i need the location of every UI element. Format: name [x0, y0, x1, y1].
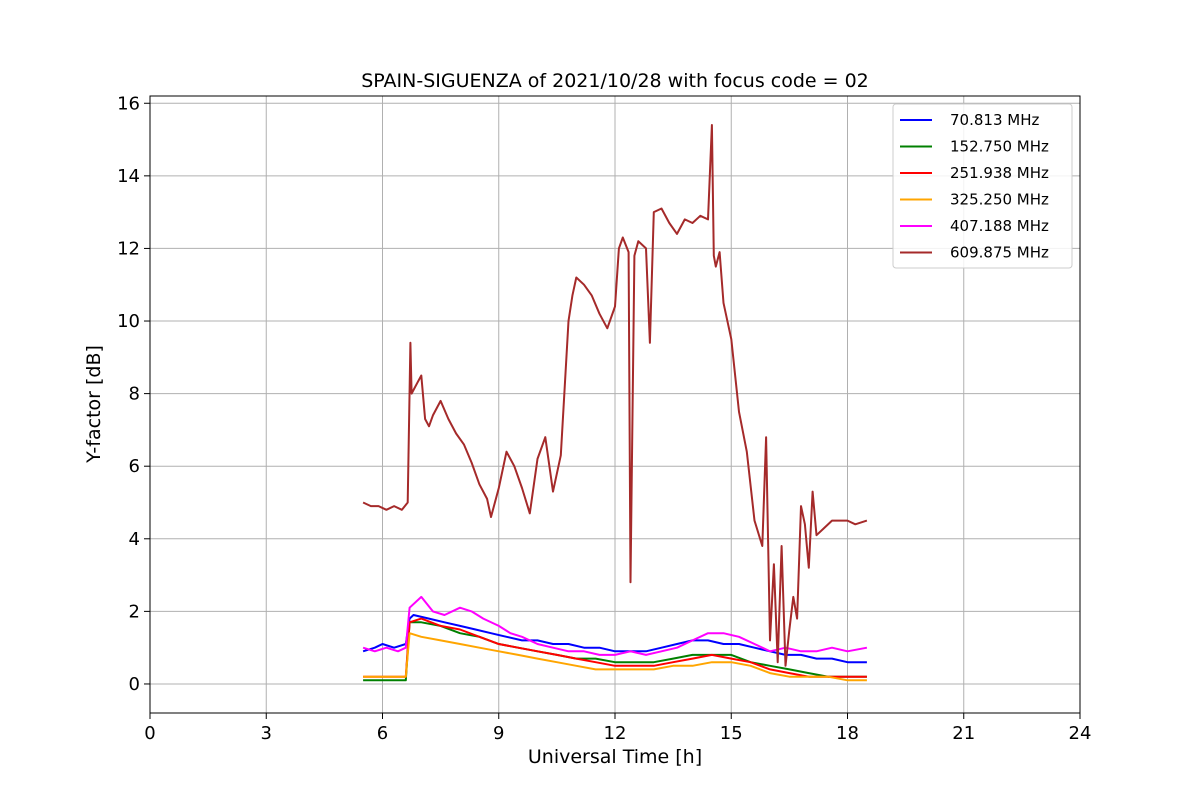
x-axis-label: Universal Time [h]	[528, 746, 702, 768]
x-tick-label: 18	[836, 723, 859, 744]
series-line-4	[362, 595, 868, 656]
grid-layer	[149, 96, 1081, 713]
x-tick-label: 15	[720, 723, 743, 744]
y-tick-label: 10	[117, 311, 140, 332]
legend-label-4: 407.188 MHz	[950, 217, 1049, 235]
legend-label-5: 609.875 MHz	[950, 244, 1049, 262]
series-line-3	[363, 632, 867, 682]
x-tick-label: 9	[493, 723, 504, 744]
series-line-5	[362, 124, 868, 667]
series-line-0	[362, 614, 867, 664]
y-tick-label: 12	[117, 238, 140, 259]
y-tick-label: 8	[129, 384, 140, 405]
legend: 70.813 MHz 152.750 MHz 251.938 MHz 325.250 …	[892, 103, 1073, 269]
x-tick-label: 21	[952, 723, 975, 744]
y-tick-label: 16	[117, 93, 140, 114]
legend-label-2: 251.938 MHz	[950, 164, 1049, 182]
series-line-1	[363, 621, 867, 682]
y-tick-label: 6	[129, 456, 140, 477]
x-tick-label: 12	[604, 723, 627, 744]
x-tick-label: 3	[261, 723, 272, 744]
series-line-2	[363, 617, 867, 678]
x-tick-label: 6	[377, 723, 388, 744]
x-tick-label: 0	[144, 723, 155, 744]
y-tick-label: 0	[129, 674, 140, 695]
x-tick-label: 24	[1069, 723, 1092, 744]
legend-label-1: 152.750 MHz	[950, 138, 1049, 156]
chart-title: SPAIN-SIGUENZA of 2021/10/28 with focus …	[361, 70, 869, 92]
y-tick-label: 4	[129, 529, 140, 550]
y-tick-label: 14	[117, 166, 140, 187]
legend-label-0: 70.813 MHz	[950, 111, 1039, 129]
legend-label-3: 325.250 MHz	[950, 191, 1049, 209]
y-tick-label: 2	[129, 601, 140, 622]
series-layer	[362, 124, 868, 682]
legend-box	[892, 103, 1073, 269]
y-axis-label: Y-factor [dB]	[83, 345, 105, 464]
